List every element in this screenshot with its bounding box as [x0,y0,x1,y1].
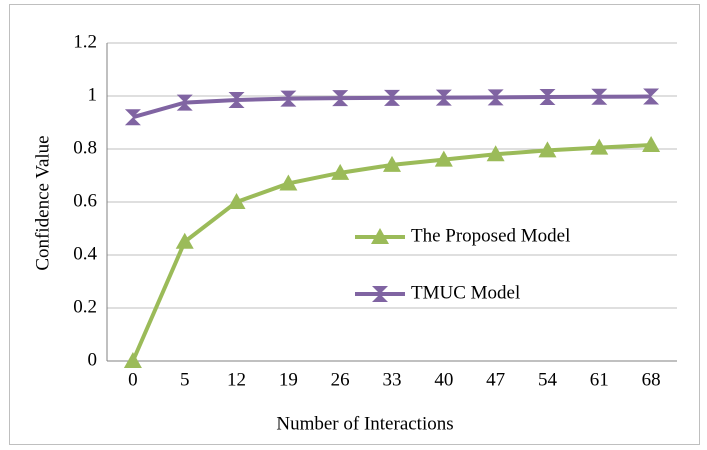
point-marker [279,174,298,191]
y-axis-title: Confidence Value [32,135,53,270]
y-tick-label: 0.4 [73,243,97,264]
point-marker [435,89,452,106]
legend-label: The Proposed Model [411,225,570,246]
x-tick-label: 54 [538,369,558,390]
y-tick-label: 0 [88,349,98,370]
point-marker [228,91,245,108]
point-marker [383,155,401,172]
point-marker [123,352,142,368]
y-tick-label: 1.2 [73,31,97,52]
point-marker [486,145,505,162]
x-tick-label: 61 [590,369,609,390]
point-marker [487,89,504,106]
point-marker [591,88,608,105]
point-marker [643,88,660,105]
point-marker [384,89,400,106]
x-tick-label: 26 [331,369,350,390]
point-marker [227,193,246,209]
y-tick-label: 1 [88,84,98,105]
point-marker [538,141,557,158]
x-tick-label: 40 [434,369,453,390]
x-tick-label: 47 [486,369,505,390]
legend-marker [372,286,388,302]
point-marker [434,150,453,167]
point-marker [642,136,661,153]
x-tick-label: 5 [180,369,190,390]
point-marker [176,94,193,111]
y-tick-label: 0.2 [73,296,97,317]
x-tick-label: 19 [279,369,298,390]
x-tick-label: 33 [383,369,402,390]
point-marker [331,163,350,180]
point-marker [124,109,141,126]
point-marker [590,138,609,155]
point-marker [280,90,297,107]
x-axis-title: Number of Interactions [276,413,453,434]
legend-marker [371,228,389,244]
point-marker [175,232,194,249]
chart-border [9,4,700,445]
x-tick-label: 0 [128,369,138,390]
y-tick-label: 0.8 [73,137,97,158]
point-marker [332,90,349,107]
y-tick-label: 0.6 [73,190,97,211]
x-tick-label: 12 [227,369,246,390]
x-tick-label: 68 [642,369,661,390]
point-marker [539,89,556,106]
legend-label: TMUC Model [411,282,520,303]
series-line [132,94,652,120]
